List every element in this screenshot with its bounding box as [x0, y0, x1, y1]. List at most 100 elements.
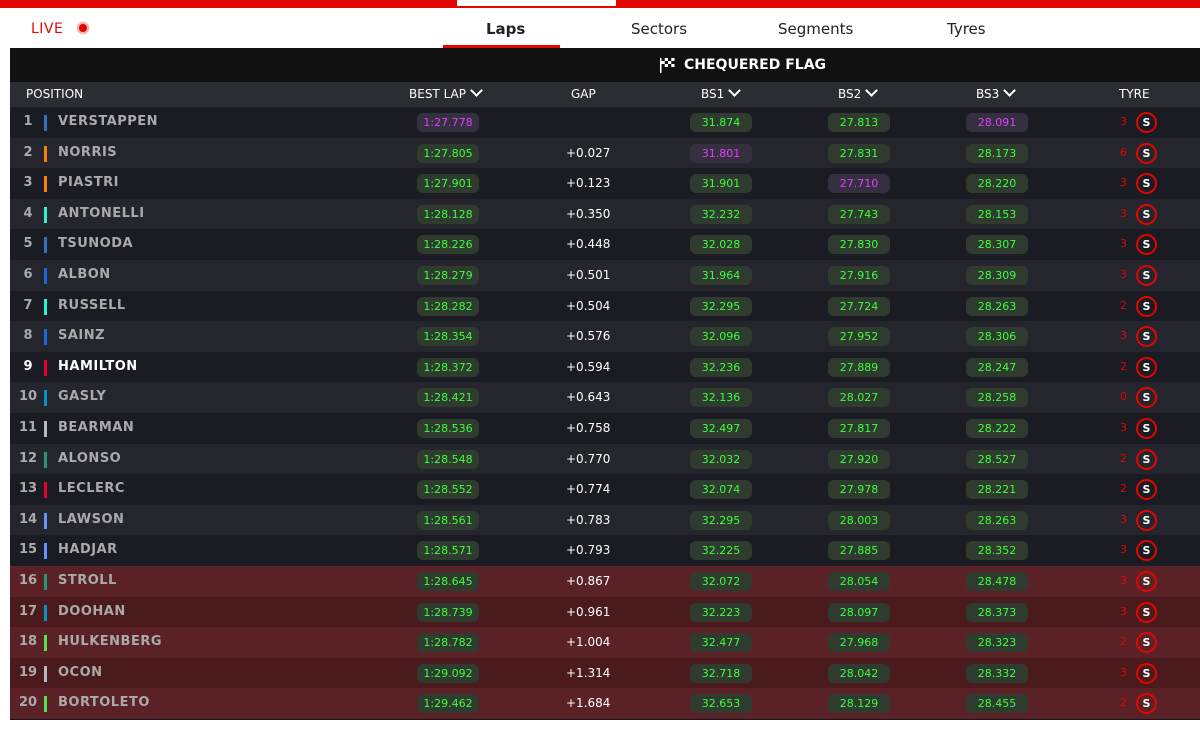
position-number: 6 [23, 266, 33, 282]
bs1-time: 32.295 [690, 510, 752, 530]
table-row[interactable]: 5 TSUNODA 1:28.226 32.028 27.830 28.307 +0.448… [10, 229, 1200, 260]
table-row[interactable]: 3 PIASTRI 1:27.901 31.901 27.710 28.220 +0.123… [10, 168, 1200, 199]
position-number: 16 [18, 572, 38, 588]
team-color-bar [44, 635, 47, 652]
driver-name[interactable]: VERSTAPPEN [58, 114, 159, 129]
col-tyre[interactable]: TYRE [1119, 87, 1150, 101]
gap-value: +0.594 [566, 359, 611, 374]
driver-name[interactable]: ANTONELLI [58, 205, 145, 221]
table-row[interactable]: 11 BEARMAN 1:28.536 32.497 27.817 28.222 +0.75… [10, 412, 1200, 444]
driver-name[interactable]: LECLERC [58, 481, 125, 497]
col-bs1[interactable]: BS1 [701, 84, 742, 101]
position-number: 1 [23, 114, 33, 129]
driver-name[interactable]: DOOHAN [58, 603, 126, 619]
bs2-time: 27.710 [828, 174, 890, 194]
position-number: 2 [23, 144, 33, 160]
table-row[interactable]: 19 OCON 1:29.092 32.718 28.042 28.332 +1.314 3 S [10, 657, 1200, 689]
driver-name[interactable]: TSUNODA [58, 236, 134, 252]
driver-name[interactable]: GASLY [58, 389, 107, 405]
active-tab-notch [457, 0, 616, 6]
driver-name[interactable]: HULKENBERG [58, 634, 163, 650]
bs1-time: 31.874 [690, 113, 752, 132]
team-color-bar [44, 115, 47, 131]
position-number: 10 [18, 389, 38, 405]
table-row[interactable]: 2 NORRIS 1:27.805 31.801 27.831 28.173 +0.027 6… [10, 137, 1200, 169]
bs2-time: 27.885 [828, 541, 890, 561]
driver-name[interactable]: OCON [58, 664, 103, 680]
gap-value: +0.576 [566, 329, 611, 344]
col-gap[interactable]: GAP [571, 87, 596, 101]
position-number: 9 [23, 358, 33, 374]
driver-name[interactable]: SAINZ [58, 328, 106, 344]
bs3-time: 28.455 [966, 694, 1028, 714]
col-bs3[interactable]: BS3 [976, 84, 1017, 101]
table-row[interactable]: 9 HAMILTON 1:28.372 32.236 27.889 28.247 +0.59… [10, 351, 1200, 383]
bs2-time: 27.889 [828, 357, 890, 377]
best-lap-time: 1:27.901 [417, 174, 479, 194]
table-row[interactable]: 17 DOOHAN 1:28.739 32.223 28.097 28.373 +0.961… [10, 596, 1200, 628]
bs1-time: 31.801 [690, 143, 752, 163]
bs2-time: 27.817 [828, 418, 890, 438]
driver-name[interactable]: LAWSON [58, 511, 125, 527]
table-row[interactable]: 18 HULKENBERG 1:28.782 32.477 27.968 28.323 +1… [10, 627, 1200, 658]
bs3-time: 28.221 [966, 480, 1028, 500]
table-row[interactable]: 4 ANTONELLI 1:28.128 32.232 27.743 28.153 +0.3… [10, 198, 1200, 230]
col-best-lap[interactable]: BEST LAP [409, 84, 483, 101]
best-lap-time: 1:29.462 [417, 694, 479, 714]
col-bs3-label: BS3 [976, 87, 1000, 101]
table-row[interactable]: 13 LECLERC 1:28.552 32.074 27.978 28.221 +0.77… [10, 474, 1200, 505]
col-bs1-label: BS1 [701, 87, 725, 101]
tab-sectors[interactable]: Sectors [631, 20, 688, 38]
bs2-time: 27.978 [828, 480, 890, 500]
col-bs2[interactable]: BS2 [838, 84, 879, 101]
driver-name[interactable]: HAMILTON [58, 358, 138, 374]
table-row[interactable]: 10 GASLY 1:28.421 32.136 28.027 28.258 +0.643 0… [10, 382, 1200, 413]
table-row[interactable]: 15 HADJAR 1:28.571 32.225 27.885 28.352 +0.793… [10, 535, 1200, 566]
bs2-time: 27.952 [828, 327, 890, 347]
tab-laps[interactable]: Laps [486, 20, 526, 38]
table-row[interactable]: 16 STROLL 1:28.645 32.072 28.054 28.478 +0.867… [10, 565, 1200, 597]
position-number: 8 [23, 328, 33, 344]
driver-name[interactable]: BORTOLETO [58, 695, 150, 711]
table-row[interactable]: 7 RUSSELL 1:28.282 32.295 27.724 28.263 +0.504… [10, 290, 1200, 322]
tab-tyres[interactable]: Tyres [947, 20, 986, 38]
table-row[interactable]: 14 LAWSON 1:28.561 32.295 28.003 28.263 +0.783… [10, 504, 1200, 536]
tyre-laps: 2 [1120, 696, 1127, 710]
tyre-laps: 6 [1120, 145, 1127, 159]
col-bs2-label: BS2 [838, 87, 862, 101]
best-lap-time: 1:28.128 [417, 204, 479, 224]
bs2-time: 27.968 [828, 633, 890, 653]
team-color-bar [44, 359, 47, 376]
driver-name[interactable]: STROLL [58, 572, 117, 588]
soft-tyre-icon: S [1136, 295, 1157, 317]
col-position[interactable]: POSITION [26, 87, 84, 101]
soft-tyre-icon: S [1136, 387, 1157, 409]
table-row[interactable]: 6 ALBON 1:28.279 31.964 27.916 28.309 +0.501 3 S [10, 259, 1200, 291]
driver-name[interactable]: BEARMAN [58, 419, 135, 435]
tab-segments[interactable]: Segments [778, 20, 854, 38]
driver-name[interactable]: NORRIS [58, 144, 118, 160]
driver-name[interactable]: PIASTRI [58, 175, 120, 191]
table-row[interactable]: 1 VERSTAPPEN 1:27.778 31.874 27.813 28.091 3 S [10, 107, 1200, 138]
driver-name[interactable]: ALONSO [58, 450, 122, 466]
tyre-laps: 0 [1120, 390, 1127, 404]
driver-name[interactable]: RUSSELL [58, 297, 126, 313]
table-row[interactable]: 20 BORTOLETO 1:29.462 32.653 28.129 28.455 +1.… [10, 688, 1200, 719]
best-lap-time: 1:28.548 [417, 449, 479, 469]
bs3-time: 28.352 [966, 541, 1028, 561]
bs1-time: 32.653 [690, 694, 752, 714]
table-row[interactable]: 12 ALONSO 1:28.548 32.032 27.920 28.527 +0.770… [10, 443, 1200, 475]
driver-name[interactable]: ALBON [58, 266, 111, 282]
team-color-bar [44, 329, 47, 346]
soft-tyre-icon: S [1136, 203, 1157, 225]
bs3-time: 28.153 [966, 204, 1028, 224]
best-lap-time: 1:28.645 [417, 571, 479, 591]
gap-value: +0.643 [566, 390, 611, 405]
team-color-bar [44, 482, 47, 499]
gap-value: +0.448 [566, 237, 611, 252]
table-row[interactable]: 8 SAINZ 1:28.354 32.096 27.952 28.306 +0.576 3 S [10, 321, 1200, 352]
best-lap-time: 1:27.805 [417, 143, 479, 163]
best-lap-time: 1:28.571 [417, 541, 479, 561]
driver-name[interactable]: HADJAR [58, 542, 118, 558]
position-number: 17 [18, 603, 38, 619]
